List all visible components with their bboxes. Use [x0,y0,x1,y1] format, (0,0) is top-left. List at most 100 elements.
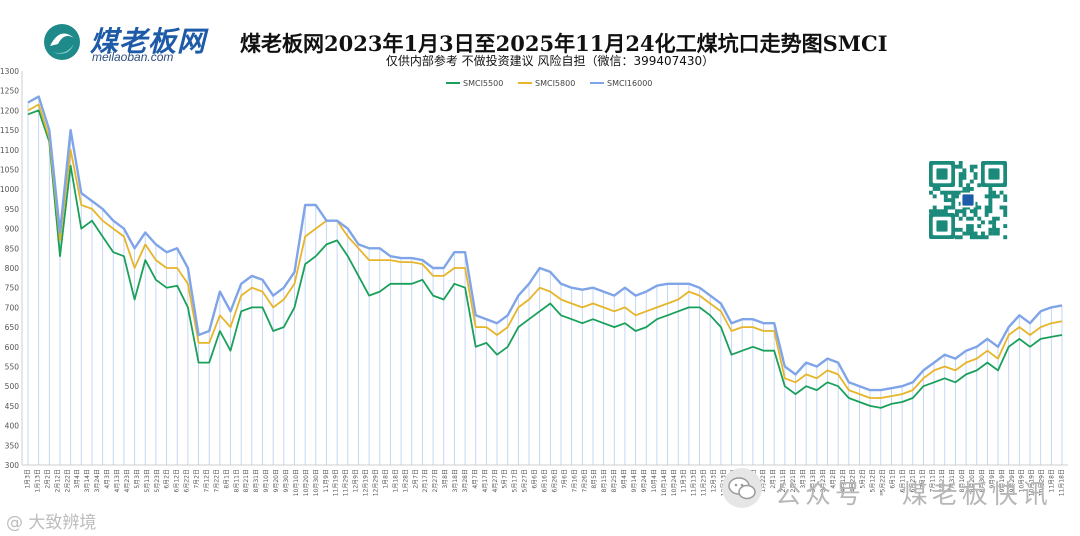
x-tick-label: 7月26日 [581,469,588,492]
x-tick-label: 5月17日 [512,469,519,492]
x-tick-label: 4月13日 [114,469,121,492]
x-tick-label: 5月23日 [154,469,161,492]
wechat-icon [722,468,762,508]
y-tick-label: 750 [5,284,20,293]
x-tick-label: 6月1日 [889,469,896,489]
x-tick-label: 6月16日 [542,469,549,492]
x-tick-label: 2月27日 [432,469,439,492]
y-tick-label: 450 [5,402,20,411]
x-tick-label: 2月7日 [412,469,419,489]
x-tick-label: 11月3日 [681,469,688,492]
y-tick-label: 600 [5,343,20,352]
x-tick-label: 5月3日 [134,469,141,489]
x-tick-label: 6月2日 [164,469,171,489]
x-tick-label: 1月22日 [760,469,767,492]
y-tick-label: 1150 [0,126,19,135]
x-tick-label: 6月11日 [899,469,906,492]
series-line-smci5500 [27,109,1063,409]
y-tick-label: 700 [5,303,20,312]
x-tick-label: 9月19日 [999,469,1006,492]
x-tick-label: 3月23日 [820,469,827,492]
y-tick-label: 350 [5,441,20,450]
x-tick-label: 2月1日 [770,469,777,489]
x-tick-label: 5月27日 [522,469,529,492]
x-tick-label: 7月16日 [571,469,578,492]
x-tick-label: 6月21日 [909,469,916,492]
x-tick-label: 1月28日 [402,469,409,492]
x-tick-label: 8月15日 [601,469,608,492]
x-tick-label: 2月21日 [790,469,797,492]
x-tick-label: 10月30日 [313,469,320,496]
x-tick-label: 7月31日 [949,469,956,492]
x-tick-label: 9月29日 [1009,469,1016,492]
x-tick-label: 5月12日 [870,469,877,492]
x-tick-label: 10月29日 [1039,469,1046,496]
x-tick-label: 7月6日 [561,469,568,489]
x-tick-label: 10月10日 [293,469,300,496]
x-tick-label: 9月30日 [283,469,290,492]
y-tick-label: 300 [5,461,20,470]
x-tick-label: 4月17日 [482,469,489,492]
x-tick-label: 11月23日 [701,469,708,496]
x-tick-label: 8月5日 [591,469,598,489]
x-tick-label: 12月3日 [711,469,718,492]
legend-label-smci5800: SMCI5800 [535,79,575,88]
x-tick-label: 1月8日 [382,469,389,489]
x-tick-label: 10月19日 [1029,469,1036,496]
x-tick-label: 9月10日 [263,469,270,492]
x-tick-label: 11月19日 [333,469,340,496]
series-line-smci16000 [27,95,1063,392]
x-tick-label: 7月21日 [939,469,946,492]
chart-subtitle: 仅供内部参考 不做投资建议 风险自担（微信：399407430） [385,54,715,68]
x-tick-label: 10月9日 [1019,469,1026,492]
series-line-smci5800 [27,103,1063,399]
x-tick-label: 3月14日 [84,469,91,492]
y-tick-label: 1100 [0,146,19,155]
x-tick-label: 7月22日 [213,469,220,492]
x-tick-label: 11月13日 [691,469,698,496]
x-tick-label: 2月22日 [64,469,71,492]
x-tick-label: 6月26日 [551,469,558,492]
y-tick-label: 850 [5,244,20,253]
x-tick-label: 12月29日 [372,469,379,496]
x-tick-label: 2月17日 [422,469,429,492]
x-tick-label: 8月10日 [959,469,966,492]
x-tick-label: 3月8日 [442,469,449,489]
y-tick-label: 1000 [0,185,19,194]
series-lines [27,95,1063,409]
x-tick-label: 11月29日 [343,469,350,496]
x-tick-label: 5月2日 [860,469,867,489]
x-tick-label: 1月3日 [25,469,32,489]
x-tick-label: 4月7日 [472,469,479,489]
x-tick-label: 9月9日 [989,469,996,489]
x-tick-label: 2月2日 [44,469,51,489]
x-tick-label: 10月20日 [303,469,310,496]
x-tick-label: 4月3日 [104,469,111,489]
x-tick-label: 11月9日 [323,469,330,492]
y-tick-label: 800 [5,264,20,273]
corner-watermark: @ 大致辨境 [6,513,97,533]
x-tick-label: 3月18日 [452,469,459,492]
y-tick-label: 650 [5,323,20,332]
meilaoban-logo-icon [44,24,80,60]
logo-text: 煤老板网 [90,25,207,58]
x-tick-label: 8月20日 [969,469,976,492]
chart-legend: SMCI5500 SMCI5800 SMCI16000 [446,79,652,88]
y-tick-label: 950 [5,205,20,214]
x-tick-label: 7月11日 [929,469,936,492]
x-tick-label: 4月2日 [830,469,837,489]
x-tick-label: 7月2日 [194,469,201,489]
x-tick-label: 3月24日 [94,469,101,492]
x-tick-label: 10月24日 [671,469,678,496]
x-tick-label: 1月18日 [392,469,399,492]
y-tick-label: 1300 [0,67,19,76]
x-tick-label: 5月13日 [144,469,151,492]
y-tick-label: 1050 [0,166,19,175]
x-tick-label: 10月4日 [651,469,658,492]
x-tick-label: 4月23日 [124,469,131,492]
x-tick-label: 8月11日 [233,469,240,492]
x-tick-label: 4月22日 [850,469,857,492]
x-tick-label: 9月4日 [621,469,628,489]
x-tick-label: 6月6日 [532,469,539,489]
y-tick-label: 900 [5,225,20,234]
